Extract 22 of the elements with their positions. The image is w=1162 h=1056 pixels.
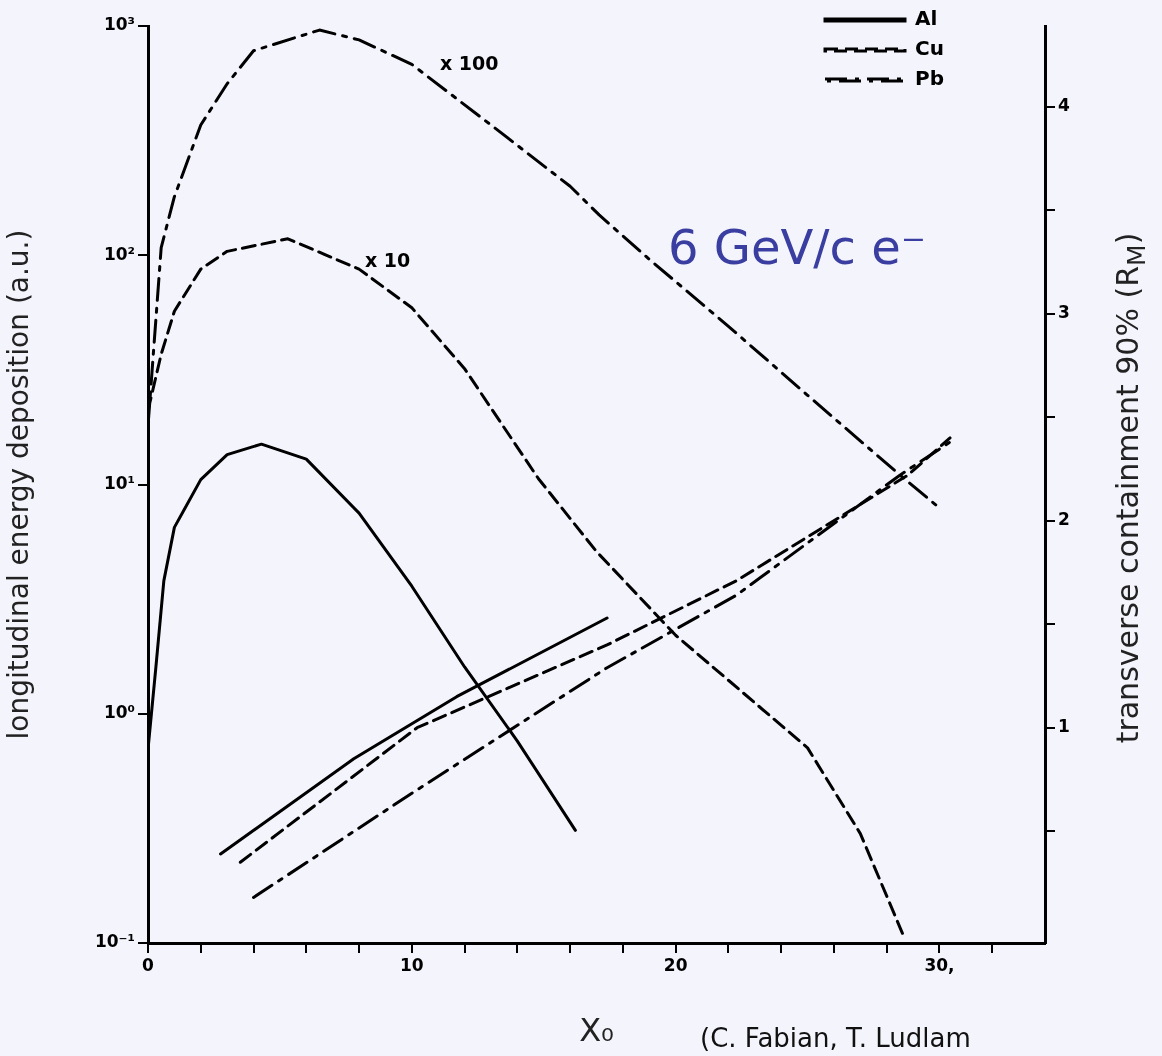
- legend-label: Cu: [915, 36, 944, 61]
- y2-tick-label: 4: [1058, 95, 1070, 116]
- x-tick-label: 10: [399, 954, 424, 975]
- y2-tick-label: 1: [1058, 716, 1070, 737]
- x-tick-label: 0: [142, 954, 155, 975]
- x-tick-label: 30,: [924, 954, 955, 975]
- annotation: x 10: [365, 248, 411, 271]
- y-tick-label: 10⁻¹: [94, 931, 135, 952]
- y-tick-label: 10¹: [103, 472, 135, 493]
- legend-label: Al: [915, 6, 938, 31]
- y2-tick-label: 3: [1058, 302, 1070, 323]
- y-tick-label: 10⁰: [103, 702, 135, 723]
- y-tick-label: 10²: [103, 243, 135, 264]
- y-tick-label: 10³: [103, 14, 135, 35]
- text: (C. Fabian, T. Ludlam: [700, 1022, 971, 1053]
- annotation: 6 GeV/c e⁻: [668, 219, 927, 276]
- annotation: x 100: [440, 51, 499, 74]
- x-axis-title: X₀: [579, 1011, 614, 1050]
- y2-tick-label: 2: [1058, 509, 1070, 530]
- legend-label: Pb: [915, 66, 944, 91]
- y-axis-title: longitudinal energy deposition (a.u.): [2, 229, 36, 740]
- x-tick-label: 20: [663, 954, 688, 975]
